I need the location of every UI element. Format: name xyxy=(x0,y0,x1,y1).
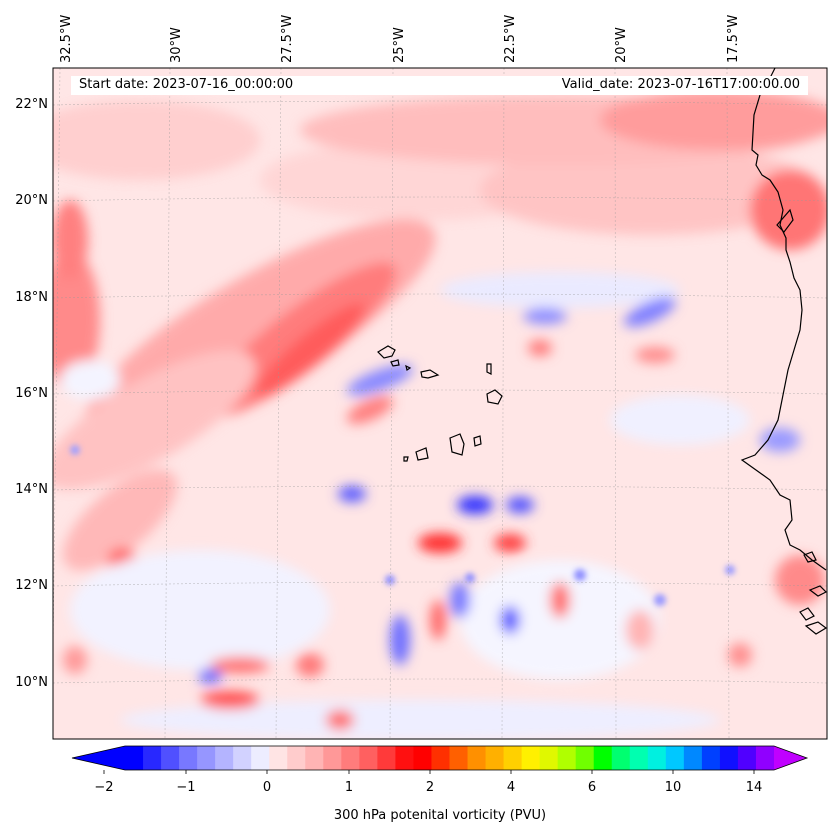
colorbar-under-arrow xyxy=(72,746,125,770)
colorbar-over-arrow xyxy=(774,746,807,770)
colorbar-segment xyxy=(377,746,396,770)
lon-label: 30°W xyxy=(169,27,184,63)
colorbar-segment xyxy=(593,746,613,770)
colorbar-tick-label: 1 xyxy=(344,780,354,795)
lat-label: 10°N xyxy=(15,675,48,690)
pv-field xyxy=(53,68,827,739)
colorbar-segment xyxy=(359,746,378,770)
valid-date-label: Valid_date: 2023-07-16T17:00:00.00 xyxy=(561,77,800,92)
colorbar-title: 300 hPa potenital vorticity (PVU) xyxy=(333,808,547,823)
lon-label: 32.5°W xyxy=(59,14,74,63)
lon-label: 20°W xyxy=(614,27,629,63)
colorbar-segment xyxy=(143,746,162,770)
colorbar-segment xyxy=(557,746,577,770)
colorbar-segment xyxy=(629,746,649,770)
colorbar-segment xyxy=(197,746,216,770)
colorbar-segment xyxy=(233,746,252,770)
colorbar-segment xyxy=(215,746,234,770)
colorbar-segment xyxy=(395,746,414,770)
africa-coastline xyxy=(740,68,827,635)
date-info-bar: Start date: 2023-07-16_00:00:00 Valid_da… xyxy=(71,76,808,95)
colorbar-segment xyxy=(287,746,306,770)
colorbar-segment xyxy=(323,746,342,770)
colorbar-segment xyxy=(503,746,523,770)
colorbar-segment xyxy=(485,746,505,770)
colorbar-tick-label: 4 xyxy=(506,780,516,795)
colorbar-segment xyxy=(125,746,144,770)
colorbar-segment xyxy=(161,746,180,770)
colorbar-segment xyxy=(269,746,288,770)
colorbar-segment xyxy=(305,746,324,770)
lon-label: 27.5°W xyxy=(280,14,295,63)
colorbar-segment xyxy=(521,746,541,770)
lon-label: 25°W xyxy=(392,27,407,63)
colorbar-segment xyxy=(539,746,559,770)
colorbar-segment xyxy=(755,746,775,770)
colorbar-segment xyxy=(665,746,685,770)
colorbar-segment xyxy=(719,746,739,770)
colorbar-tick-label: 2 xyxy=(425,780,435,795)
colorbar-tick-label: 0 xyxy=(262,780,272,795)
colorbar-segment xyxy=(737,746,757,770)
colorbar-segment xyxy=(467,746,487,770)
lat-label: 22°N xyxy=(15,97,48,112)
map-frame xyxy=(52,67,828,740)
colorbar-segment xyxy=(413,746,432,770)
colorbar-segment xyxy=(341,746,360,770)
colorbar-segment xyxy=(575,746,595,770)
colorbar-segment xyxy=(251,746,270,770)
lat-label: 12°N xyxy=(15,578,48,593)
colorbar xyxy=(71,745,809,774)
lat-label: 16°N xyxy=(15,386,48,401)
lat-label: 14°N xyxy=(15,482,48,497)
colorbar-tick-label: −1 xyxy=(176,780,196,795)
colorbar-segment xyxy=(179,746,198,770)
start-date-label: Start date: 2023-07-16_00:00:00 xyxy=(79,77,294,92)
cape-verde-islands xyxy=(377,345,503,462)
colorbar-tick-label: 10 xyxy=(664,780,682,795)
lon-label: 17.5°W xyxy=(726,14,741,63)
colorbar-tick-label: 6 xyxy=(587,780,597,795)
lat-label: 20°N xyxy=(15,193,48,208)
colorbar-outline xyxy=(71,745,809,771)
colorbar-segment xyxy=(431,746,450,770)
colorbar-tick-label: −2 xyxy=(94,780,114,795)
colorbar-segment xyxy=(449,746,469,770)
colorbar-tick-label: 14 xyxy=(745,780,763,795)
colorbar-segment xyxy=(611,746,631,770)
colorbar-segment xyxy=(683,746,703,770)
lat-label: 18°N xyxy=(15,290,48,305)
colorbar-segment xyxy=(701,746,721,770)
colorbar-segment xyxy=(647,746,667,770)
lon-label: 22.5°W xyxy=(503,14,518,63)
